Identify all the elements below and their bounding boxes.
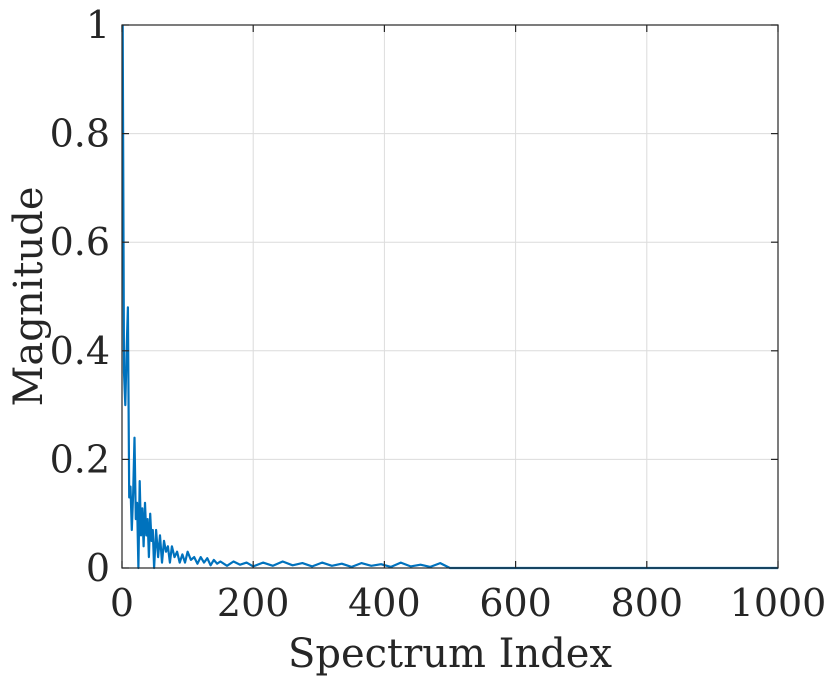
y-tick-label: 0.6 (50, 220, 110, 264)
x-tick-label: 1000 (730, 581, 827, 625)
y-tick-label: 0.8 (50, 112, 110, 156)
x-axis-label: Spectrum Index (288, 631, 613, 677)
series-group (121, 24, 778, 570)
x-tick-label: 0 (110, 581, 134, 625)
y-tick-labels: 0 0.2 0.4 0.6 0.8 1 (50, 3, 110, 590)
x-tick-labels: 0 200 400 600 800 1000 (110, 581, 826, 625)
tick-marks (121, 24, 779, 569)
y-tick-label: 0 (86, 546, 110, 590)
y-tick-label: 0.4 (50, 329, 110, 373)
x-tick-label: 600 (479, 581, 552, 625)
y-axis-label: Magnitude (6, 186, 52, 406)
y-tick-label: 1 (86, 3, 110, 47)
series-line (121, 24, 778, 570)
x-tick-label: 400 (348, 581, 421, 625)
x-tick-label: 800 (611, 581, 684, 625)
grid (121, 24, 779, 569)
plot-frame (121, 24, 779, 569)
y-tick-label: 0.2 (50, 437, 110, 481)
x-tick-label: 200 (217, 581, 290, 625)
